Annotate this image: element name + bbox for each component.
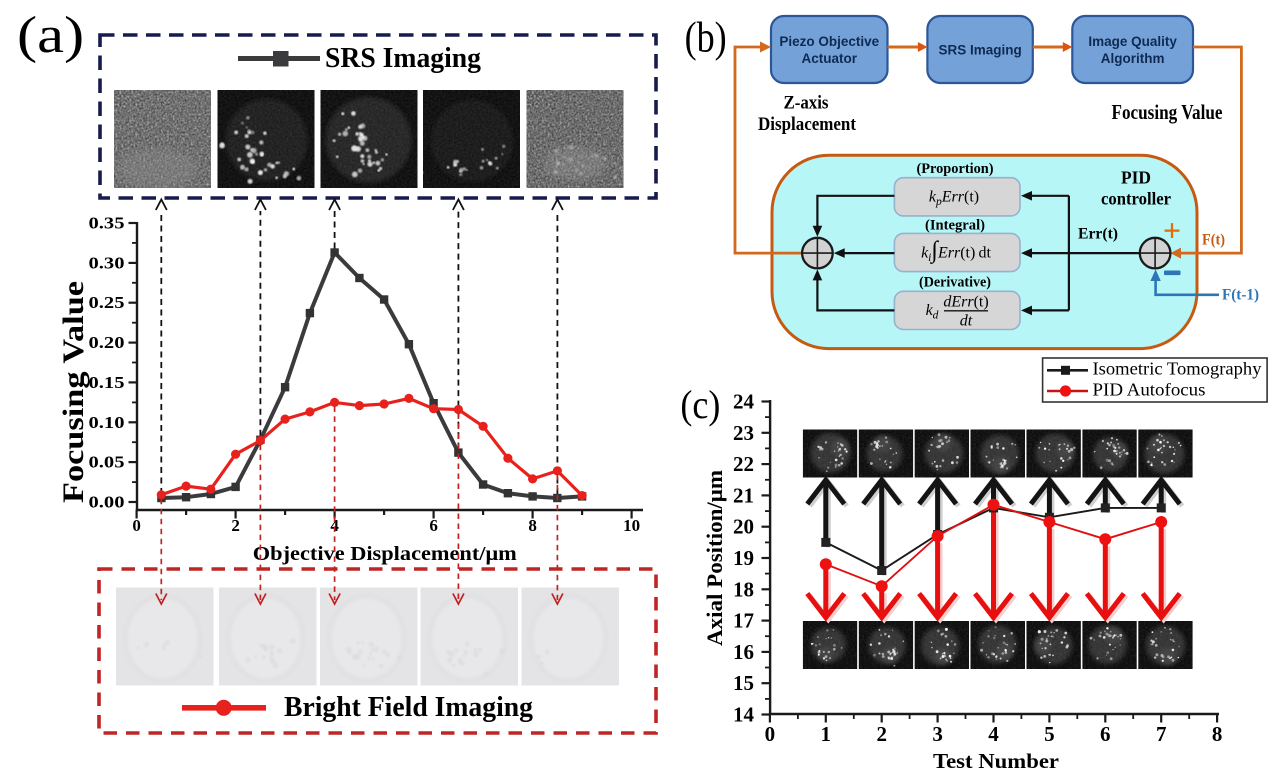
svg-text:6: 6	[429, 516, 438, 535]
svg-text:Image Quality: Image Quality	[1088, 34, 1177, 49]
svg-text:dt: dt	[960, 313, 973, 330]
svg-text:19: 19	[733, 546, 754, 570]
svg-text:0.00: 0.00	[89, 493, 125, 512]
svg-text:Isometric Tomography: Isometric Tomography	[1093, 358, 1262, 378]
svg-text:Focusing Value: Focusing Value	[1112, 100, 1223, 124]
svg-text:(Integral): (Integral)	[925, 218, 985, 234]
svg-text:Actuator: Actuator	[801, 51, 857, 66]
svg-text:F(t-1): F(t-1)	[1222, 287, 1259, 304]
svg-text:Piezo Objective: Piezo Objective	[779, 34, 879, 49]
svg-text:4: 4	[988, 722, 999, 746]
svg-text:24: 24	[733, 390, 755, 414]
svg-text:Test Number: Test Number	[933, 749, 1059, 773]
svg-text:Err(t): Err(t)	[1078, 226, 1118, 243]
svg-text:10: 10	[623, 516, 640, 535]
svg-text:16: 16	[733, 640, 754, 664]
svg-text:Displacement: Displacement	[758, 114, 857, 135]
svg-text:Bright Field Imaging: Bright Field Imaging	[284, 692, 533, 723]
svg-text:7: 7	[1156, 722, 1167, 746]
svg-text:0.25: 0.25	[89, 293, 125, 312]
svg-text:8: 8	[1212, 722, 1223, 746]
svg-text:PID Autofocus: PID Autofocus	[1093, 379, 1206, 399]
svg-text:3: 3	[932, 722, 943, 746]
svg-text:22: 22	[733, 452, 754, 476]
svg-text:14: 14	[733, 703, 755, 727]
svg-text:Focusing Value: Focusing Value	[57, 281, 90, 503]
svg-text:4: 4	[330, 516, 339, 535]
svg-text:6: 6	[1100, 722, 1111, 746]
svg-text:0: 0	[132, 516, 141, 535]
svg-text:SRS Imaging: SRS Imaging	[325, 43, 481, 74]
svg-text:+: +	[1163, 212, 1181, 248]
svg-text:(a): (a)	[17, 7, 84, 64]
svg-text:21: 21	[733, 483, 754, 507]
svg-text:0.30: 0.30	[89, 253, 125, 272]
svg-text:kpErr(t): kpErr(t)	[929, 189, 979, 209]
svg-text:Algorithm: Algorithm	[1101, 51, 1165, 66]
svg-text:(Proportion): (Proportion)	[917, 161, 994, 177]
svg-text:Objective Displacement/μm: Objective Displacement/μm	[253, 543, 517, 565]
svg-text:0: 0	[765, 722, 776, 746]
svg-text:2: 2	[231, 516, 240, 535]
svg-text:F(t): F(t)	[1202, 232, 1225, 249]
svg-text:5: 5	[1044, 722, 1055, 746]
svg-text:SRS Imaging: SRS Imaging	[938, 43, 1021, 58]
svg-text:20: 20	[733, 515, 754, 539]
svg-text:0.10: 0.10	[89, 413, 125, 432]
svg-text:8: 8	[528, 516, 537, 535]
svg-text:0.05: 0.05	[89, 453, 125, 472]
svg-text:1: 1	[821, 722, 832, 746]
svg-text:0.15: 0.15	[89, 373, 125, 392]
svg-text:15: 15	[733, 671, 754, 695]
svg-text:dErr(t): dErr(t)	[943, 294, 988, 311]
svg-text:Z-axis: Z-axis	[784, 93, 829, 114]
svg-text:18: 18	[733, 577, 754, 601]
svg-text:2: 2	[876, 722, 887, 746]
svg-text:0.35: 0.35	[89, 214, 125, 233]
svg-text:controller: controller	[1101, 189, 1171, 209]
svg-text:17: 17	[733, 609, 754, 633]
svg-text:(c): (c)	[680, 383, 720, 427]
svg-text:(b): (b)	[685, 14, 727, 62]
svg-text:Axial Position/μm: Axial Position/μm	[702, 470, 727, 646]
svg-text:PID: PID	[1121, 168, 1151, 188]
svg-text:(Derivative): (Derivative)	[919, 274, 991, 290]
svg-text:23: 23	[733, 421, 754, 445]
svg-text:0.20: 0.20	[89, 333, 125, 352]
